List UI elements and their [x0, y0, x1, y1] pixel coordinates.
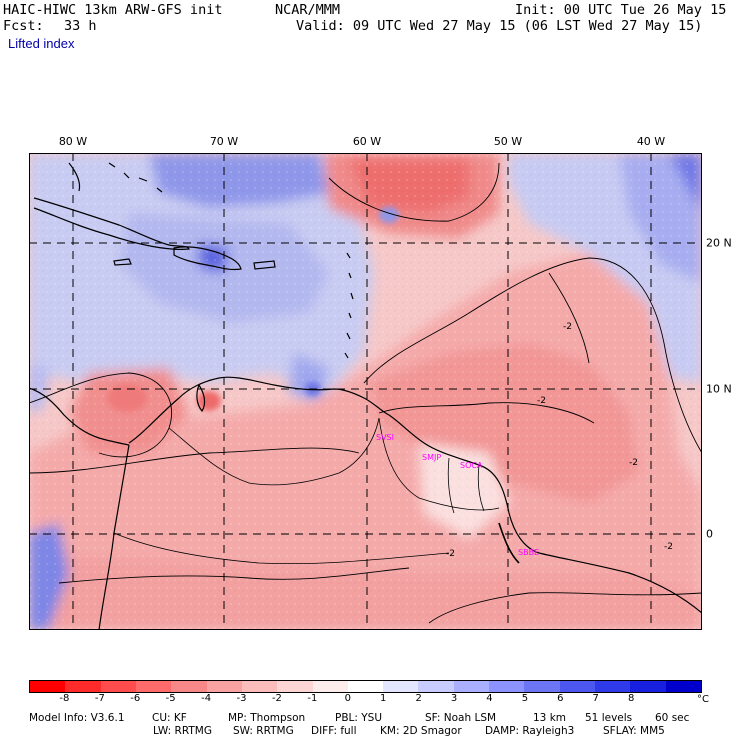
colorbar [29, 680, 702, 693]
model-info-sf: SF: Noah LSM [425, 712, 497, 724]
colorbar-bin [453, 681, 490, 692]
model-info-diff: DIFF: full [311, 725, 357, 737]
colorbar-tick: 4 [486, 693, 493, 704]
lifted-index-map: -2 -2 -2 -2 -2 SVSI SMJP SOCA SBBE [29, 153, 702, 630]
local-cells [107, 207, 399, 412]
station-soca: SOCA [460, 461, 483, 470]
station-group: SVSI SMJP SOCA SBBE [376, 433, 539, 557]
model-info-pbl: PBL: YSU [335, 712, 383, 724]
valid-time: Valid: 09 UTC Wed 27 May 15 (06 LST Wed … [296, 18, 703, 34]
contour-label: -2 [563, 322, 572, 332]
colorbar-tick: -6 [130, 693, 141, 704]
model-info-sflay: SFLAY: MM5 [603, 725, 665, 737]
colorbar-bin [383, 681, 419, 692]
colorbar-bin [277, 681, 313, 692]
colorbar-bin [559, 681, 595, 692]
station-smjp: SMJP [422, 453, 441, 462]
colorbar-unit: °C [697, 694, 709, 705]
coastlines [29, 162, 702, 630]
colorbar-bin [595, 681, 631, 692]
station-svsi: SVSI [376, 433, 394, 442]
lon-label-60w: 60 W [352, 135, 382, 148]
contour-label-group: -2 -2 -2 -2 -2 [446, 322, 673, 559]
contour-label: -2 [629, 458, 638, 468]
colorbar-bin [489, 681, 525, 692]
colorbar-tick: 1 [380, 693, 387, 704]
contour-label: -2 [537, 396, 546, 406]
colorbar-bin [135, 681, 172, 692]
model-info-res: 13 km [533, 712, 567, 724]
contour-lines [29, 162, 702, 624]
colorbar-bin [312, 681, 348, 692]
colorbar-tick: -1 [307, 693, 318, 704]
contour-label: -2 [446, 549, 455, 559]
forecast-hour: 33 h [64, 18, 97, 34]
colorbar-bin [524, 681, 560, 692]
colorbar-tick: 2 [415, 693, 422, 704]
colorbar-tick: -5 [165, 693, 176, 704]
colorbar-bin [100, 681, 136, 692]
colorbar-tick: -2 [271, 693, 282, 704]
colorbar-tick: -8 [59, 693, 70, 704]
colorbar-bin [418, 681, 454, 692]
colorbar-ticks: -8 -7 -6 -5 -4 -3 -2 -1 0 1 2 3 4 5 6 7 8 [29, 693, 702, 709]
model-info-mp: MP: Thompson [228, 712, 306, 724]
colorbar-tick: 3 [450, 693, 458, 704]
colorbar-tick: 7 [592, 693, 599, 704]
model-info-cu: CU: KF [152, 712, 187, 724]
model-info-levels: 51 levels [585, 712, 633, 724]
colorbar-bin [30, 681, 66, 692]
map-canvas: -2 -2 -2 -2 -2 SVSI SMJP SOCA SBBE [29, 153, 702, 630]
model-info-timestep: 60 sec [655, 712, 690, 724]
contour-label: -2 [664, 542, 673, 552]
colorbar-tick: -7 [94, 693, 105, 704]
colorbar-bin [665, 681, 701, 692]
model-info-km: KM: 2D Smagor [380, 725, 462, 737]
station-sbbe: SBBE [518, 548, 539, 557]
lon-label-50w: 50 W [493, 135, 523, 148]
colorbar-bin [171, 681, 207, 692]
field-name: Lifted index [8, 36, 75, 51]
init-time: Init: 00 UTC Tue 26 May 15 [515, 2, 727, 18]
lon-label-80w: 80 W [58, 135, 88, 148]
org-label: NCAR/MMM [275, 2, 341, 18]
colorbar-bin [241, 681, 278, 692]
colorbar-bin [206, 681, 242, 692]
colorbar-tick: 6 [557, 693, 564, 704]
lat-label-0: 0 [706, 527, 713, 541]
colorbar-bin [65, 681, 101, 692]
forecast-label: Fcst: [3, 18, 44, 34]
colorbar-tick: 0 [344, 693, 351, 704]
colorbar-tick: 5 [521, 693, 529, 704]
model-info-version: Model Info: V3.6.1 [29, 712, 125, 724]
colorbar-tick: 8 [627, 693, 635, 704]
colorbar-bin [347, 681, 384, 692]
lat-label-20n: 20 N [706, 236, 732, 250]
model-info-sw: SW: RRTMG [233, 725, 294, 737]
lon-label-40w: 40 W [636, 135, 666, 148]
colorbar-tick: -4 [201, 693, 212, 704]
map-frame [29, 153, 702, 630]
colorbar-tick: -3 [236, 693, 247, 704]
colorbar-bin [630, 681, 666, 692]
lon-label-70w: 70 W [209, 135, 239, 148]
model-info-lw: LW: RRTMG [153, 725, 212, 737]
model-title: HAIC-HIWC 13km ARW-GFS init [3, 2, 223, 18]
lat-label-10n: 10 N [706, 382, 732, 396]
graticule [29, 153, 702, 630]
model-info-damp: DAMP: Rayleigh3 [485, 725, 575, 737]
